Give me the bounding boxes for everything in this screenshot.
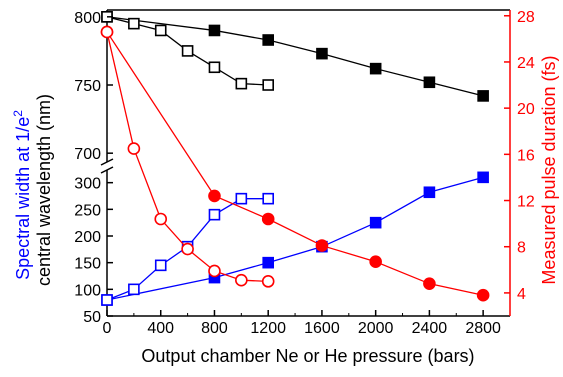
data-point xyxy=(477,90,489,102)
data-point xyxy=(101,294,113,306)
data-point xyxy=(369,62,382,75)
y-left-tick-label: 700 xyxy=(74,146,101,163)
data-point xyxy=(369,216,382,229)
y-left-label-sup: 2 xyxy=(11,110,25,117)
data-point xyxy=(476,288,490,302)
series-line xyxy=(106,31,484,296)
axis-break-mark xyxy=(100,166,114,174)
data-point xyxy=(262,256,275,269)
y-left-label-text: Spectral width at 1/e xyxy=(13,117,33,280)
y-left-tick-label: 150 xyxy=(74,256,101,273)
y-right-tick-label: 4 xyxy=(517,286,526,303)
data-point xyxy=(315,239,329,252)
series-layer xyxy=(100,11,490,306)
data-point xyxy=(262,192,275,205)
y-left-tick-label: 100 xyxy=(74,282,101,299)
y-right-tick-label: 16 xyxy=(517,147,535,164)
y-left-label-wavelength: central wavelength (nm) xyxy=(34,94,54,286)
data-point xyxy=(235,273,248,287)
data-point xyxy=(208,61,221,74)
data-point xyxy=(262,79,275,91)
axes-layer: 0 400 800 1200 1600 2000 2400 2800 700 750 800 50 10… xyxy=(74,9,535,337)
data-point xyxy=(235,192,248,205)
data-point xyxy=(423,186,436,199)
data-point xyxy=(423,76,436,89)
data-point xyxy=(235,77,248,90)
data-point xyxy=(261,212,275,226)
data-point xyxy=(181,242,194,256)
x-tick-label: 1200 xyxy=(250,320,286,337)
data-point xyxy=(154,259,167,272)
data-point xyxy=(208,264,221,278)
y-right-tick-label: 20 xyxy=(517,101,535,118)
data-point xyxy=(261,275,275,288)
x-tick-label: 1600 xyxy=(304,320,340,337)
data-point xyxy=(154,212,168,226)
x-tick-label: 2000 xyxy=(358,320,394,337)
data-point xyxy=(208,189,221,203)
data-point xyxy=(369,255,382,269)
data-point xyxy=(208,208,221,221)
x-tick-label: 2800 xyxy=(465,320,501,337)
data-point xyxy=(127,142,141,155)
y-right-label: Measured pulse duration (fs) xyxy=(539,55,559,284)
data-point xyxy=(128,283,140,296)
y-left-tick-label: 750 xyxy=(74,78,101,95)
y-left-tick-label: 250 xyxy=(74,202,101,219)
data-point xyxy=(100,25,114,39)
y-left-tick-label: 50 xyxy=(83,309,101,326)
x-tick-label: 0 xyxy=(103,320,112,337)
data-point xyxy=(423,277,436,290)
y-left-label-spectral: Spectral width at 1/e2 xyxy=(11,110,33,280)
x-tick-label: 400 xyxy=(147,320,174,337)
axis-break-mark xyxy=(100,158,114,166)
x-axis-label: Output chamber Ne or He pressure (bars) xyxy=(141,346,474,366)
y-left-tick-label: 800 xyxy=(74,10,101,27)
y-right-tick-label: 8 xyxy=(517,240,526,257)
y-right-tick-label: 12 xyxy=(517,194,535,211)
data-point xyxy=(262,34,275,46)
data-point xyxy=(208,24,221,37)
data-point xyxy=(316,47,328,60)
data-point xyxy=(477,171,489,184)
x-tick-label: 2400 xyxy=(412,320,448,337)
data-point xyxy=(128,17,140,30)
y-right-tick-label: 28 xyxy=(517,9,535,26)
data-point xyxy=(181,45,194,57)
x-tick-label: 800 xyxy=(201,320,228,337)
data-point xyxy=(154,24,167,37)
y-right-tick-label: 24 xyxy=(517,55,535,72)
y-left-tick-label: 300 xyxy=(74,176,101,193)
y-left-tick-label: 200 xyxy=(74,229,101,246)
